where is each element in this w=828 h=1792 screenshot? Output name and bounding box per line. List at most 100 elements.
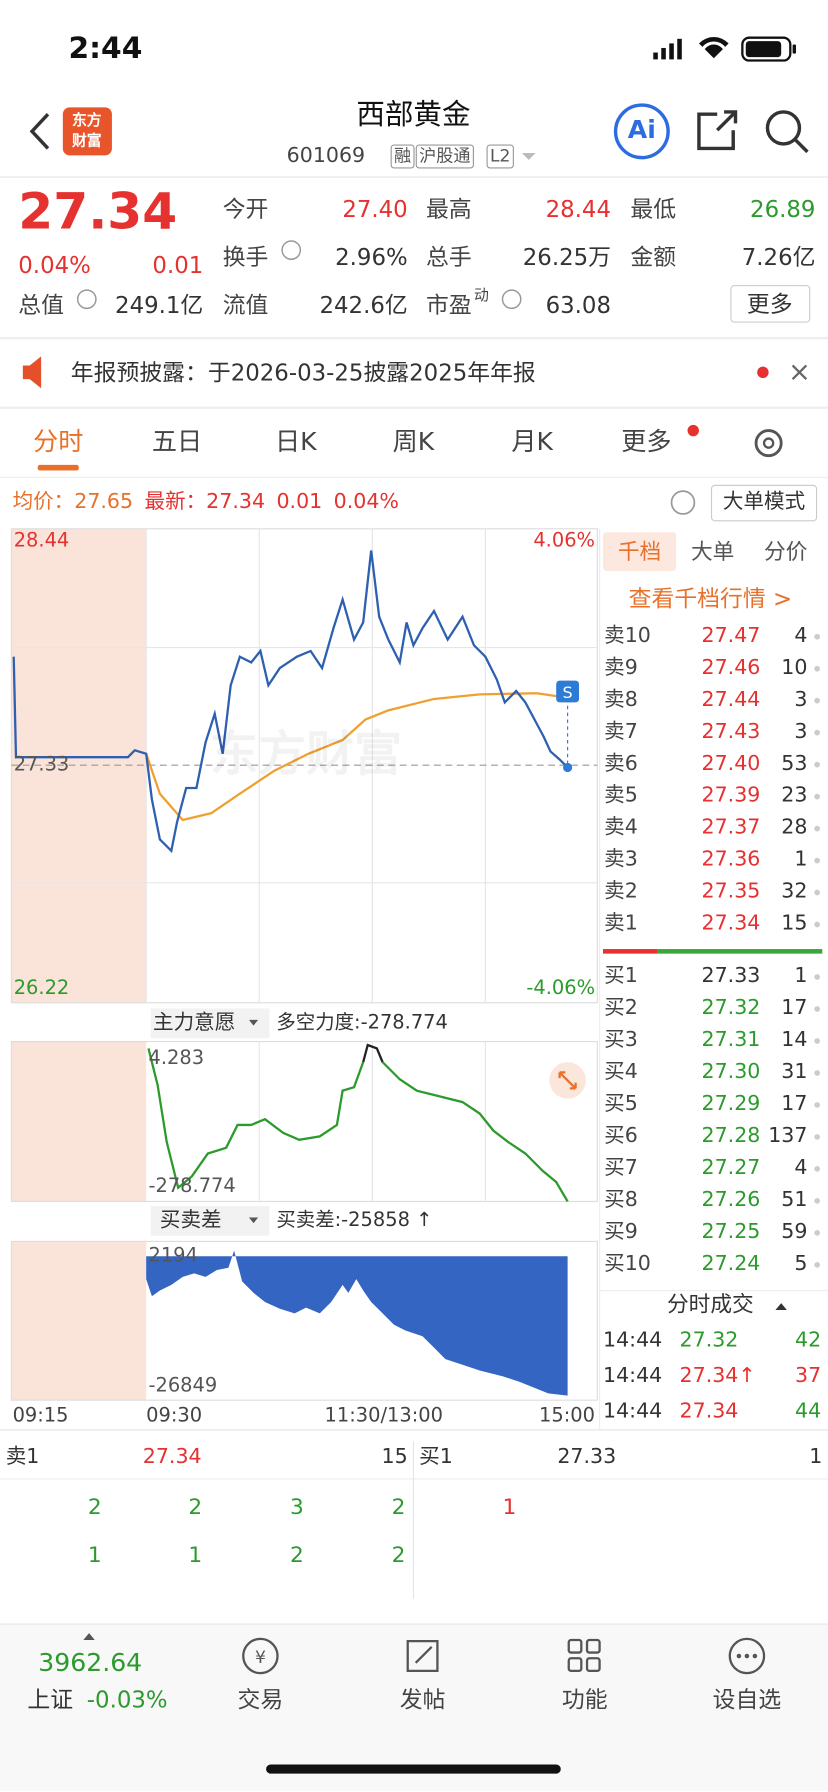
level-price: 27.44 [701,687,761,712]
field-label: 市盈 [425,291,472,319]
chart-info: 均价： [12,489,75,514]
axis-label: 4.06% [533,529,596,553]
level-volume: 3 [794,719,808,744]
order-count: 3 [290,1494,304,1520]
book-volume: 15 [381,1444,408,1469]
more-button[interactable]: 更多 [746,290,793,318]
more-button[interactable] [730,284,811,323]
level-price: 27.29 [701,1091,761,1116]
logo [62,107,112,156]
mode-button[interactable] [710,484,818,522]
field-value: 2.96% [335,243,408,271]
axis-label: 27.33 [13,753,70,777]
change: 0.01 [152,251,204,279]
level-price: 27.37 [701,815,761,840]
field-value: 242.6亿 [319,291,408,319]
field-label: 今开 [222,195,269,223]
tab[interactable]: 分时 [33,428,84,457]
ai-icon[interactable] [613,103,670,160]
tab[interactable]: 五日 [151,428,203,457]
panel-link[interactable]: 查看千档行情 > [628,584,793,613]
field-label: 最高 [425,195,472,223]
level-dot [814,1261,821,1268]
level-price: 27.47 [701,623,761,648]
level-label: 买3 [604,1027,638,1052]
nav-item[interactable]: 发帖 [399,1685,446,1714]
tab[interactable]: 更多 [621,428,672,457]
field-value: 26.89 [750,195,816,223]
nav-item[interactable]: 设自选 [712,1685,782,1714]
settings-icon[interactable] [754,429,783,458]
share-icon[interactable] [697,110,738,151]
indicator-select[interactable]: 买卖差 [159,1208,222,1233]
level-price: 27.28 [701,1123,761,1148]
book-price: 27.33 [557,1444,617,1469]
level-volume: 59 [781,1219,808,1244]
status-time: 2:44 [68,31,143,67]
order-count: 1 [188,1542,203,1568]
level-dot [814,1070,821,1076]
nav-item[interactable]: 功能 [561,1685,608,1714]
panel-tab[interactable]: 大单 [690,539,735,565]
index-value[interactable]: 3962.64 [38,1649,143,1678]
level-volume: 4 [794,623,808,648]
nav-item[interactable]: 交易 [237,1685,284,1714]
level-label: 买10 [604,1251,651,1276]
level-dot [814,1102,821,1108]
level-dot [814,857,821,864]
field-value: 63.08 [545,291,612,319]
status-icons [653,36,797,62]
order-count: 2 [391,1494,406,1520]
level-label: 买2 [604,995,638,1020]
indicator-select[interactable]: 主力意愿 [153,1010,236,1035]
axis-label: 2194 [148,1244,198,1268]
level-label: 买8 [604,1187,638,1212]
level-price: 27.43 [701,719,761,744]
chart-info: 27.34 [206,489,266,514]
level-volume: 17 [781,1091,808,1116]
index-name[interactable]: 上证 [27,1685,74,1714]
level-volume: 1 [794,847,808,872]
level-price: 27.46 [701,655,761,680]
level-price: 27.25 [701,1219,761,1244]
change-pct: 0.04% [18,251,91,279]
panel-tab[interactable]: 千档 [617,539,662,565]
level-price: 27.27 [701,1155,761,1180]
trade-volume: 37 [794,1363,822,1388]
level-volume: 1 [794,963,808,988]
ai-button[interactable]: Ai [627,116,656,146]
tab[interactable]: 日K [274,428,317,457]
stock-tag: L2 [486,144,514,169]
index-pct[interactable]: -0.03% [86,1685,168,1714]
field-value: 249.1亿 [115,291,204,319]
level-label: 买7 [604,1155,638,1180]
chart-info: 最新： [144,489,207,514]
tab[interactable]: 周K [392,428,435,457]
level-dot [814,974,821,980]
trade-time: 14:44 [603,1328,663,1353]
chart-info: 27.65 [74,489,134,514]
trade-volume: 44 [794,1399,822,1424]
level-volume: 51 [781,1187,808,1212]
level-dot [814,729,821,736]
level-label: 买5 [604,1091,638,1116]
level-label: 卖7 [604,719,638,744]
axis-label: 28.44 [13,529,70,553]
level-volume: 14 [781,1027,808,1052]
logo-text: 财富 [71,133,102,151]
indicator-value: 买卖差:-25858 ↑ [276,1208,433,1232]
notice[interactable]: 年报预披露：于2026-03-25披露2025年年报 [70,358,536,387]
tab[interactable]: 月K [511,428,554,457]
axis-label: -26849 [148,1374,218,1398]
back-icon[interactable] [29,113,50,150]
field-value: 26.25万 [522,243,612,271]
level-volume: 17 [781,995,808,1020]
level-label: 卖5 [604,783,638,808]
search-icon[interactable] [765,110,802,146]
mode-button[interactable]: 大单模式 [722,489,806,514]
level-label: 买6 [604,1123,638,1148]
level-label: 买4 [604,1059,638,1084]
panel-tab[interactable]: 分价 [764,539,808,565]
